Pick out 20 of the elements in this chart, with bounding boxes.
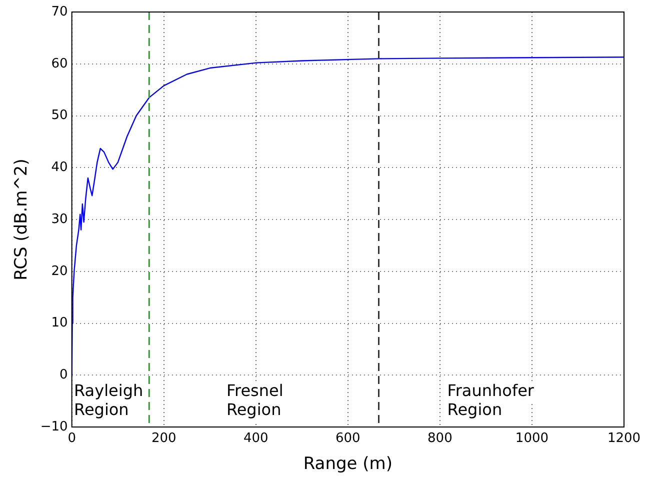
annotation: Fraunhofer Region — [447, 381, 534, 420]
y-tick-label: 40 — [51, 160, 68, 175]
y-tick-label: 20 — [51, 264, 68, 279]
y-axis-title: RCS (dB.m^2) — [12, 158, 32, 280]
y-tick-label: 0 — [60, 368, 68, 382]
y-tick-label: 60 — [51, 56, 68, 72]
x-tick-label: 1000 — [515, 431, 549, 446]
x-axis-title: Range (m) — [303, 454, 392, 474]
annotation: Fresnel Region — [226, 381, 284, 420]
x-tick-label: 800 — [428, 431, 452, 446]
x-tick-label: 200 — [151, 431, 176, 446]
annotation: Rayleigh Region — [74, 381, 144, 420]
x-tick-label: 600 — [336, 431, 360, 446]
y-tick-label: 10 — [51, 316, 68, 331]
y-tick-label: 30 — [51, 212, 68, 227]
y-tick-label: 50 — [51, 108, 68, 124]
y-tick-label: −10 — [40, 419, 68, 434]
x-tick-label: 400 — [243, 431, 268, 446]
x-tick-label: 1200 — [607, 431, 641, 446]
y-tick-label: 70 — [51, 4, 68, 20]
